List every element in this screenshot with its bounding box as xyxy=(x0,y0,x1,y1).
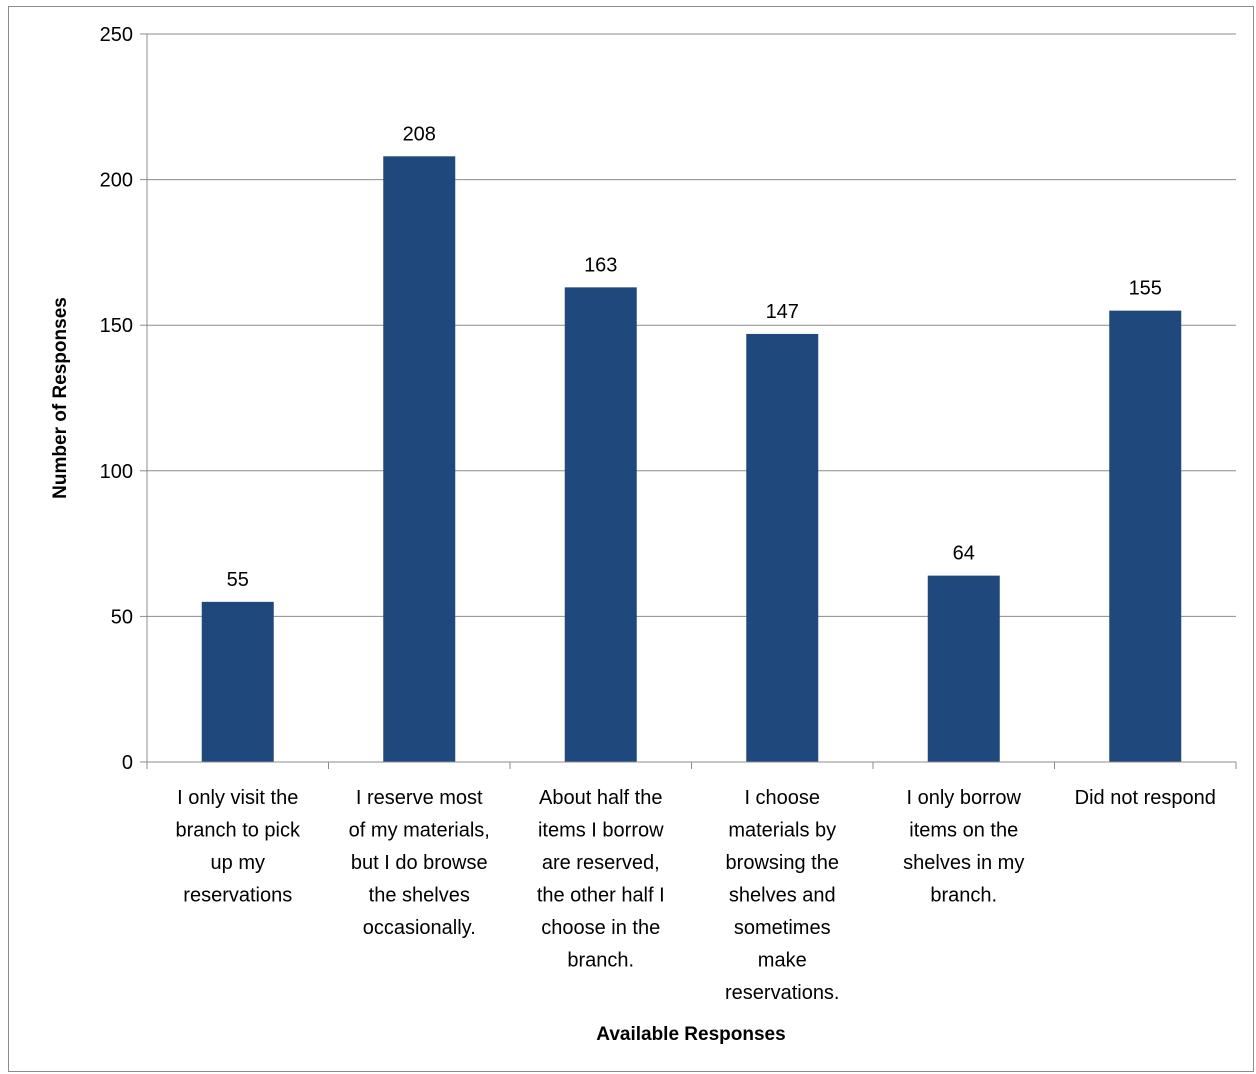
x-tick-label: About half the items I borrow are reserved… xyxy=(537,787,665,972)
y-tick-label: 150 xyxy=(100,315,133,337)
x-tick-label: I reserve most of my materials, but I do b… xyxy=(349,787,490,939)
y-tick-label: 200 xyxy=(100,170,133,192)
y-tick-label: 100 xyxy=(100,461,133,483)
x-axis xyxy=(146,34,1237,769)
bar xyxy=(746,333,819,762)
bar xyxy=(564,287,637,762)
data-label: 55 xyxy=(227,569,249,591)
bars xyxy=(201,156,1182,762)
y-tick-labels: 0 50 100 150 200 250 xyxy=(100,24,133,774)
y-tick-label: 0 xyxy=(122,752,133,774)
data-label: 208 xyxy=(403,123,436,145)
data-label: 147 xyxy=(766,301,799,323)
x-tick-label: I choose materials by browsing the shelves … xyxy=(725,787,840,1004)
category-labels: I only visit the branch to pick up my reser… xyxy=(175,787,1215,1004)
data-label: 155 xyxy=(1129,278,1162,300)
y-axis-title: Number of Responses xyxy=(50,297,71,499)
x-tick-label: I only borrow items on the shelves in my br… xyxy=(903,787,1024,907)
bar xyxy=(927,575,1000,762)
y-tick-label: 250 xyxy=(100,24,133,46)
bar xyxy=(201,601,274,762)
bar xyxy=(1109,310,1182,762)
data-labels: 55 208 163 147 64 155 xyxy=(227,123,1162,591)
x-tick-label: I only visit the branch to pick up my reser… xyxy=(175,787,301,907)
x-axis-title: Available Responses xyxy=(596,1024,785,1045)
x-tick-label: Did not respond xyxy=(1075,787,1216,809)
y-tick-label: 50 xyxy=(111,606,133,628)
data-label: 163 xyxy=(584,254,617,276)
gridlines xyxy=(140,33,1236,763)
data-label: 64 xyxy=(953,543,975,565)
bar xyxy=(383,156,456,762)
